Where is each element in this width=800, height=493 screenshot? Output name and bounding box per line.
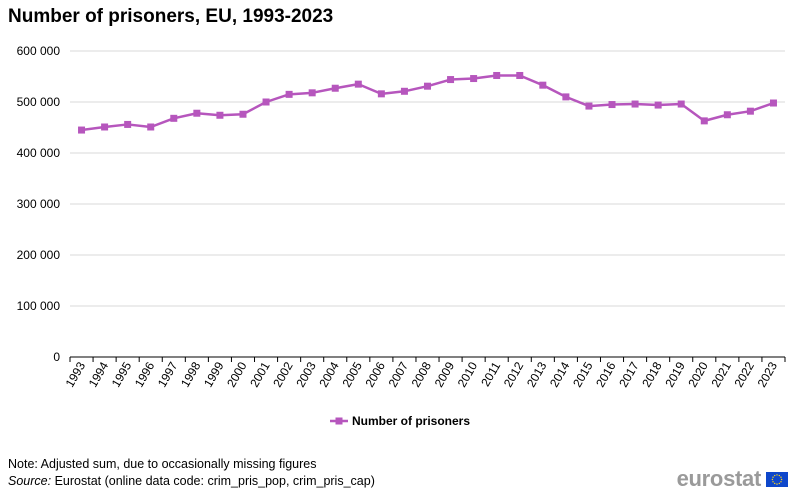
y-axis-ticks: 0 100 000 200 000 300 000 400 000 500 000 600 … <box>17 44 61 364</box>
x-tick-label: 2012 <box>501 359 527 389</box>
data-point <box>516 71 524 79</box>
data-point <box>470 75 478 83</box>
flag-star <box>778 474 780 476</box>
x-tick-label: 2006 <box>362 359 388 389</box>
data-point <box>170 114 178 122</box>
data-point <box>447 76 455 84</box>
eu-flag-icon <box>766 471 788 487</box>
flag-star <box>780 476 782 478</box>
x-tick-label: 1998 <box>178 359 204 389</box>
flag-star <box>776 482 778 485</box>
x-tick-label: 2022 <box>732 359 758 389</box>
x-tick-label: 1993 <box>63 359 89 389</box>
x-tick-label: 2008 <box>409 359 435 389</box>
y-tick-label: 500 000 <box>17 95 61 109</box>
data-point <box>539 81 547 89</box>
data-point <box>239 110 247 118</box>
y-tick-label: 600 000 <box>17 44 61 58</box>
x-tick-label: 1995 <box>109 359 135 389</box>
flag-star <box>772 480 774 482</box>
flag-star <box>776 473 778 476</box>
legend: Number of prisoners <box>330 414 470 428</box>
x-tick-label: 2016 <box>593 359 619 389</box>
y-tick-label: 0 <box>53 350 60 364</box>
flag-star <box>780 478 783 480</box>
data-point <box>585 102 593 110</box>
logo-text: eurostat <box>676 466 762 491</box>
data-point <box>746 107 754 115</box>
y-tick-label: 300 000 <box>17 197 61 211</box>
x-tick-label: 2007 <box>386 359 412 389</box>
data-point <box>769 99 777 107</box>
chart-title: Number of prisoners, EU, 1993-2023 <box>8 6 334 27</box>
x-tick-label: 2014 <box>547 359 573 389</box>
data-point <box>193 109 201 117</box>
legend-marker-swatch <box>335 417 343 425</box>
data-point <box>700 117 708 125</box>
x-tick-label: 2015 <box>570 359 596 389</box>
x-tick-label: 2001 <box>247 359 273 389</box>
source-prefix: Source: <box>8 474 52 488</box>
flag-star <box>780 480 782 482</box>
data-point <box>216 111 224 119</box>
data-point <box>331 84 339 92</box>
x-tick-label: 1997 <box>155 359 181 389</box>
x-tick-label: 2013 <box>524 359 550 389</box>
footnote: Note: Adjusted sum, due to occasionally … <box>8 456 375 490</box>
data-point <box>631 100 639 108</box>
data-point <box>608 101 616 109</box>
y-tick-label: 400 000 <box>17 146 61 160</box>
data-point <box>677 100 685 108</box>
y-tick-label: 100 000 <box>17 299 61 313</box>
note-text: Note: Adjusted sum, due to occasionally … <box>8 457 317 471</box>
flag-star <box>774 474 776 476</box>
x-tick-label: 2010 <box>455 359 481 389</box>
x-tick-label: 2023 <box>755 359 781 389</box>
data-point <box>124 120 132 128</box>
source-text: Eurostat (online data code: crim_pris_po… <box>51 474 375 488</box>
flag-star <box>772 476 774 478</box>
series-number-of-prisoners <box>78 71 777 134</box>
x-tick-label: 2021 <box>708 359 734 389</box>
legend-label: Number of prisoners <box>352 414 470 428</box>
data-point <box>424 82 431 90</box>
data-point <box>723 111 731 119</box>
x-tick-label: 2011 <box>478 359 503 389</box>
grid-lines <box>70 50 785 307</box>
x-tick-label: 2018 <box>639 359 665 389</box>
x-tick-label: 2003 <box>293 359 319 389</box>
data-point <box>377 90 385 98</box>
data-point <box>147 123 155 131</box>
y-tick-label: 200 000 <box>17 248 61 262</box>
data-point <box>308 89 316 97</box>
eurostat-logo: eurostat <box>677 466 788 492</box>
data-point <box>101 123 109 131</box>
x-tick-label: 2000 <box>224 359 250 389</box>
x-tick-label: 2020 <box>685 359 711 389</box>
data-point <box>654 101 662 109</box>
x-tick-label: 2004 <box>316 359 342 389</box>
flag-star <box>774 482 776 484</box>
data-point <box>262 98 270 106</box>
flag-star <box>771 478 774 480</box>
source-line: Source: Eurostat (online data code: crim… <box>8 473 375 490</box>
data-point <box>493 71 501 79</box>
x-tick-label: 1999 <box>201 359 227 389</box>
data-point <box>400 87 408 95</box>
data-point <box>354 80 362 88</box>
data-point <box>562 93 570 101</box>
x-tick-label: 2017 <box>616 359 642 389</box>
x-tick-label: 1996 <box>132 359 158 389</box>
data-point <box>285 90 293 98</box>
x-tick-label: 2009 <box>432 359 458 389</box>
x-tick-label: 2019 <box>662 359 688 389</box>
x-tick-label: 2002 <box>270 359 296 389</box>
data-point <box>78 126 86 134</box>
x-axis-ticks: 1993199419951996199719981999200020012002… <box>63 357 786 390</box>
flag-star <box>778 482 780 484</box>
x-tick-label: 2005 <box>339 359 365 389</box>
x-tick-label: 1994 <box>86 359 112 389</box>
